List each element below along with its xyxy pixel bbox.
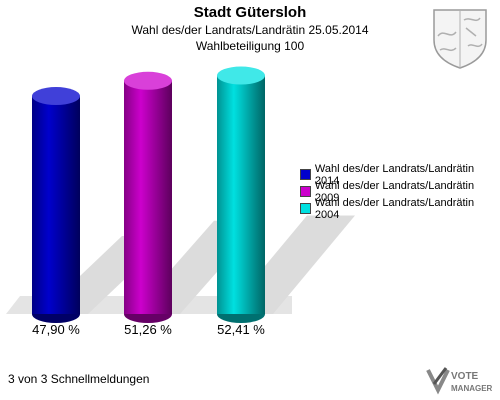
brand-word-2: MANAGER bbox=[451, 384, 493, 393]
bar-top bbox=[217, 66, 265, 85]
value-labels: 47,90 % 51,26 % 52,41 % bbox=[32, 322, 265, 337]
turnout-subtitle: Wahlbeteiligung 100 bbox=[195, 39, 305, 53]
chart-subtitle: Wahl des/der Landrats/Landrätin 25.05.20… bbox=[131, 23, 369, 37]
chart-title: Stadt Gütersloh bbox=[193, 4, 307, 21]
vote-manager-logo: VOTE MANAGER bbox=[426, 367, 493, 395]
value-label: 52,41 % bbox=[217, 322, 265, 337]
bars bbox=[32, 66, 265, 323]
bar-top bbox=[32, 87, 80, 106]
bar bbox=[32, 96, 80, 315]
legend-item: Wahl des/der Landrats/Landrätin 2009 bbox=[300, 180, 500, 204]
legend-swatch bbox=[300, 186, 311, 197]
legend-label: Wahl des/der Landrats/Landrätin 2009 bbox=[314, 179, 475, 204]
bar-top bbox=[124, 71, 172, 90]
coat-of-arms-icon bbox=[433, 9, 487, 69]
value-label: 47,90 % bbox=[32, 322, 80, 337]
legend-item: Wahl des/der Landrats/Landrätin 2004 bbox=[300, 197, 500, 221]
legend-item: Wahl des/der Landrats/Landrätin 2014 bbox=[300, 163, 500, 187]
legend-swatch bbox=[300, 169, 311, 180]
legend: Wahl des/der Landrats/Landrätin 2014 Wah… bbox=[300, 163, 500, 221]
legend-label: Wahl des/der Landrats/Landrätin 2014 bbox=[314, 162, 475, 187]
bar bbox=[124, 80, 172, 314]
footer-status: 3 von 3 Schnellmeldungen bbox=[8, 372, 150, 386]
legend-label: Wahl des/der Landrats/Landrätin 2004 bbox=[314, 196, 475, 221]
brand-word-1: VOTE bbox=[451, 371, 479, 382]
value-label: 51,26 % bbox=[124, 322, 172, 337]
bar bbox=[217, 75, 265, 314]
legend-swatch bbox=[300, 203, 311, 214]
